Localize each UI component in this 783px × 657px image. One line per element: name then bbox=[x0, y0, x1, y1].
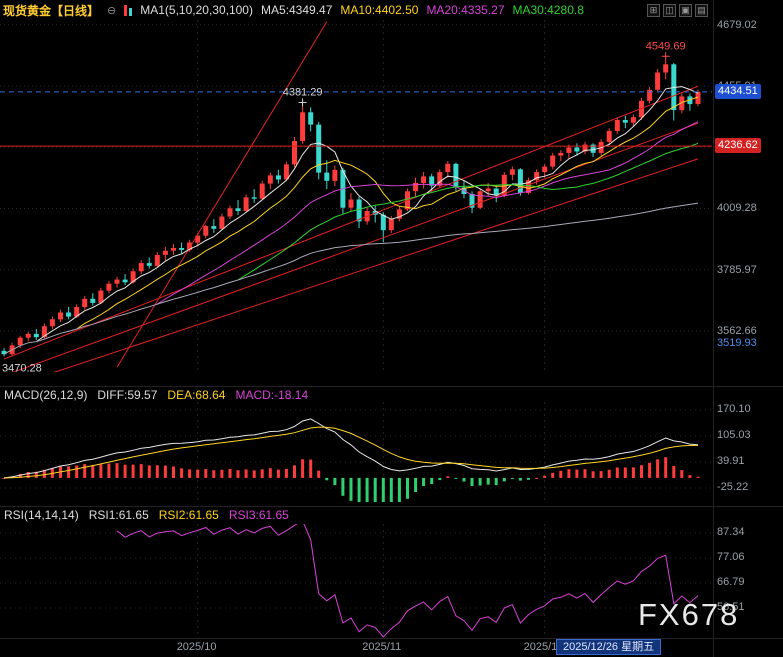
layout-split3-icon[interactable]: ▣ bbox=[679, 3, 692, 17]
watermark: FX678 bbox=[638, 597, 740, 632]
panel-divider bbox=[0, 638, 783, 639]
chart-header: 现货黄金【日线】 ⊖ MA1(5,10,20,30,100) MA5:4349.… bbox=[0, 0, 783, 20]
trendline-layer bbox=[3, 21, 699, 372]
macd-line-layer bbox=[3, 418, 699, 479]
level-line-layer bbox=[0, 91, 712, 147]
axis-tick-label: 87.34 bbox=[717, 526, 745, 538]
candlestick-layer bbox=[1, 60, 701, 357]
rsi2-value: RSI2:61.65 bbox=[158, 508, 219, 522]
x-axis-label: 2025/11 bbox=[362, 641, 402, 653]
axis-separator bbox=[713, 0, 714, 657]
dea-value: DEA:68.64 bbox=[167, 388, 226, 402]
svg-text:4381.29: 4381.29 bbox=[283, 86, 323, 98]
macd-chart[interactable] bbox=[0, 402, 783, 502]
axis-tick-label: 66.79 bbox=[717, 576, 745, 588]
symbol-title[interactable]: 现货黄金【日线】 bbox=[3, 3, 100, 18]
x-axis-label: 2025/10 bbox=[176, 641, 217, 653]
rsi-chart[interactable] bbox=[0, 524, 783, 638]
axis-tick-label: 3519.93 bbox=[717, 336, 757, 349]
rsi-grid-layer bbox=[0, 532, 712, 609]
macd-header: MACD(26,12,9) DIFF:59.57 DEA:68.64 MACD:… bbox=[4, 388, 308, 402]
collapse-icon[interactable]: ⊖ bbox=[107, 4, 117, 17]
main-candlestick-chart[interactable]: 4381.29 4549.69 3470.28 bbox=[0, 20, 783, 372]
axis-tick-label: 4009.28 bbox=[717, 202, 757, 215]
price-axis: 4679.024455.914232.604009.283785.973562.… bbox=[714, 18, 783, 375]
svg-text:4549.69: 4549.69 bbox=[646, 40, 686, 52]
layout-split2-icon[interactable]: ◫ bbox=[663, 3, 676, 17]
macd-histogram-layer bbox=[2, 457, 700, 502]
rsi-line-layer bbox=[116, 524, 699, 638]
current-date-label: 2025/12/26 星期五 bbox=[556, 639, 662, 655]
axis-tick-label: 105.03 bbox=[717, 428, 751, 441]
panel-divider bbox=[0, 506, 783, 507]
ma5-value: MA5:4349.47 bbox=[260, 3, 333, 17]
axis-tick-label: 77.06 bbox=[717, 551, 745, 563]
layout-split4-icon[interactable]: ▤ bbox=[695, 3, 708, 17]
layout-single-icon[interactable]: ⊞ bbox=[647, 3, 660, 17]
annotation-layer: 4381.29 4549.69 3470.28 bbox=[2, 40, 686, 372]
diff-value: DIFF:59.57 bbox=[97, 388, 158, 402]
axis-tick-label: 4679.02 bbox=[717, 18, 757, 31]
time-axis: 2025/12/26 星期五 2025/10 2025/11 2025/12 bbox=[0, 639, 783, 657]
rsi3-value: RSI3:61.65 bbox=[228, 508, 289, 522]
axis-tick-label: 56.51 bbox=[717, 601, 745, 613]
panel-divider bbox=[0, 386, 783, 387]
macd-params: MACD(26,12,9) bbox=[4, 388, 88, 402]
ma-line-layer bbox=[3, 86, 699, 355]
x-axis-label: 2025/12 bbox=[523, 641, 564, 653]
rsi-params: RSI(14,14,14) bbox=[4, 508, 79, 522]
axis-tick-label: 170.10 bbox=[717, 402, 751, 415]
svg-text:3470.28: 3470.28 bbox=[2, 362, 42, 372]
rsi1-value: RSI1:61.65 bbox=[88, 508, 149, 522]
layout-buttons: ⊞ ◫ ▣ ▤ bbox=[647, 3, 780, 17]
ma-group-label: MA1(5,10,20,30,100) bbox=[140, 3, 253, 17]
ma30-value: MA30:4280.8 bbox=[512, 3, 584, 17]
rsi-header: RSI(14,14,14) RSI1:61.65 RSI2:61.65 RSI3… bbox=[4, 508, 289, 522]
macd-axis: 170.10 105.03 39.91 -25.22 bbox=[714, 402, 783, 502]
axis-tick-label: -25.22 bbox=[717, 480, 749, 493]
macd-value: MACD:-18.14 bbox=[235, 388, 309, 402]
ma10-value: MA10:4402.50 bbox=[340, 3, 419, 17]
axis-tick-label: 3562.66 bbox=[717, 324, 757, 337]
candle-icon bbox=[124, 4, 133, 16]
rsi-axis: 87.34 77.06 66.79 56.51 bbox=[714, 524, 783, 638]
price-tag-red: 4236.62 bbox=[715, 138, 761, 154]
price-tag-blue: 4434.51 bbox=[715, 83, 761, 99]
axis-tick-label: 39.91 bbox=[717, 454, 745, 467]
ma20-value: MA20:4335.27 bbox=[426, 3, 505, 17]
grid-layer bbox=[0, 20, 712, 372]
axis-tick-label: 3785.97 bbox=[717, 263, 757, 276]
